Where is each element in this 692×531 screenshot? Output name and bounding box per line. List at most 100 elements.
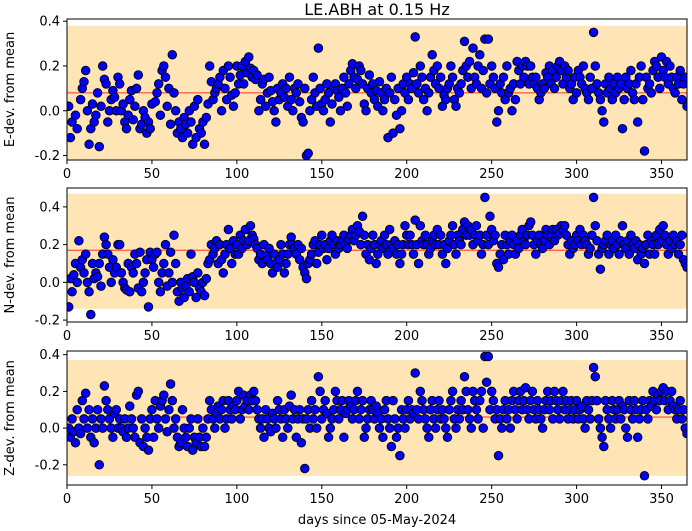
data-point: [84, 287, 94, 297]
data-point: [682, 262, 687, 273]
data-point: [464, 414, 475, 424]
data-point: [451, 423, 461, 433]
data-point: [459, 371, 470, 382]
data-point: [390, 94, 400, 105]
data-point: [639, 146, 650, 156]
x-tick-label: 0: [63, 167, 71, 182]
data-point: [305, 106, 315, 116]
data-point: [588, 27, 599, 38]
data-point: [89, 438, 99, 448]
data-point: [629, 94, 640, 105]
data-point: [277, 432, 288, 443]
data-point: [300, 83, 310, 94]
data-point: [451, 249, 461, 259]
data-point: [682, 428, 687, 439]
data-point: [330, 386, 341, 397]
data-point: [315, 83, 325, 94]
data-point: [255, 94, 266, 105]
x-tick-label: 300: [564, 329, 589, 344]
plot-frame-Z: [66, 350, 688, 486]
data-point: [390, 414, 400, 424]
data-point: [475, 395, 485, 406]
data-point: [84, 404, 94, 415]
data-point: [658, 220, 668, 231]
data-point: [255, 423, 266, 433]
data-point: [400, 220, 410, 231]
data-point: [599, 117, 609, 127]
data-point: [532, 395, 543, 406]
data-point: [430, 423, 441, 433]
data-point: [352, 386, 363, 397]
x-tick-label: 300: [564, 492, 589, 507]
data-point: [408, 67, 419, 78]
data-point: [334, 92, 344, 103]
panel-Z: -0.2 0.0 0.2 0.4 0 50 100 150 200 250 300 350 Z-dev.…: [3, 348, 688, 507]
data-point: [374, 423, 385, 433]
data-point: [111, 404, 122, 415]
data-point: [170, 106, 181, 116]
data-point: [597, 106, 607, 116]
data-point: [94, 141, 105, 152]
data-point: [593, 414, 604, 424]
data-point: [167, 50, 178, 60]
data-point: [420, 414, 431, 424]
data-point: [354, 414, 364, 424]
data-point: [153, 423, 164, 433]
data-point: [291, 88, 302, 98]
points-N: [67, 192, 687, 320]
data-point: [87, 414, 98, 424]
data-point: [199, 441, 210, 452]
data-point: [136, 414, 147, 424]
data-point: [597, 432, 607, 443]
data-point: [283, 423, 293, 433]
data-point: [164, 404, 174, 415]
x-tick-label: 350: [649, 329, 674, 344]
data-point: [616, 414, 626, 424]
data-point: [614, 249, 624, 259]
data-point: [128, 268, 138, 278]
data-point: [310, 404, 320, 415]
data-point: [235, 414, 246, 424]
data-point: [193, 414, 203, 424]
data-point: [481, 88, 492, 98]
x-tick-label: 300: [564, 167, 589, 182]
data-point: [218, 268, 229, 278]
data-point: [441, 258, 451, 269]
data-point: [417, 72, 427, 82]
data-point: [599, 441, 609, 452]
data-point: [82, 423, 93, 433]
data-point: [103, 117, 113, 127]
data-point: [160, 72, 171, 82]
data-point: [361, 423, 371, 433]
data-point: [632, 432, 643, 443]
x-tick-label: 200: [394, 167, 419, 182]
data-point: [311, 258, 322, 269]
data-point: [114, 239, 125, 250]
data-point: [264, 72, 274, 82]
data-point: [374, 76, 385, 87]
data-point: [585, 243, 595, 254]
data-point: [293, 79, 303, 89]
data-point: [626, 65, 636, 76]
data-point: [70, 438, 81, 448]
data-point: [204, 61, 215, 71]
data-point: [136, 287, 147, 297]
data-point: [94, 258, 105, 269]
data-point: [101, 79, 111, 89]
y-tick-label: 0.4: [39, 348, 60, 363]
data-point: [435, 230, 446, 240]
data-point: [505, 423, 516, 433]
data-point: [313, 371, 324, 382]
data-point: [638, 94, 648, 105]
data-point: [232, 395, 242, 406]
data-point: [592, 395, 602, 406]
data-point: [639, 471, 650, 481]
data-point: [378, 432, 388, 443]
data-point: [678, 404, 687, 415]
data-point: [108, 432, 118, 443]
data-point: [677, 414, 687, 424]
data-point: [159, 258, 169, 269]
data-point: [216, 106, 227, 116]
data-point: [427, 50, 437, 60]
data-point: [84, 139, 94, 150]
